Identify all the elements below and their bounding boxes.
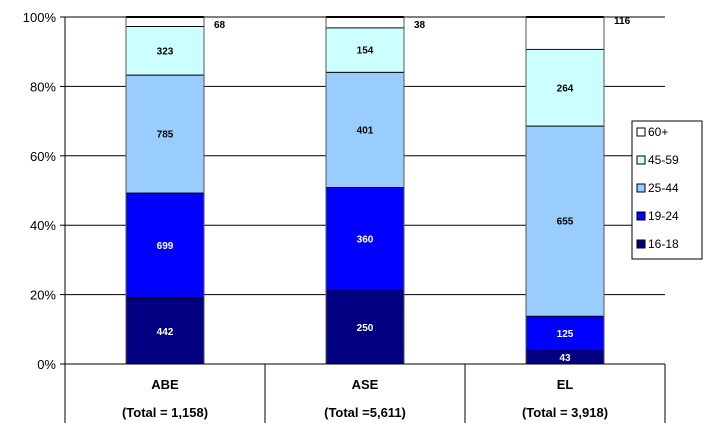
y-axis-ticks: 0% 20% 40% 60% 80% 100% — [23, 10, 65, 372]
bar-segment — [126, 17, 204, 27]
data-label: 401 — [357, 125, 374, 136]
legend-label: 19-24 — [648, 209, 679, 223]
y-tick-label: 60% — [30, 149, 56, 164]
data-label: 785 — [157, 130, 174, 141]
data-label: 38 — [414, 20, 426, 31]
y-tick-label: 0% — [37, 357, 56, 372]
bar-segment — [126, 26, 204, 75]
category-label: ASE — [352, 377, 379, 392]
bar-segment — [526, 17, 604, 49]
bar-segment — [126, 192, 204, 298]
data-label: 442 — [157, 327, 174, 338]
legend-swatch — [636, 127, 646, 137]
category-total-label: (Total =5,611) — [324, 405, 406, 420]
bar-segment — [526, 315, 604, 351]
y-tick-label: 100% — [23, 10, 57, 25]
bar-segment — [326, 187, 404, 291]
data-label: 323 — [157, 46, 174, 57]
bar-segment — [526, 48, 604, 126]
data-label: 125 — [557, 329, 574, 340]
data-label: 360 — [357, 235, 374, 246]
category-total-label: (Total = 1,158) — [122, 405, 208, 420]
y-tick-label: 80% — [30, 79, 56, 94]
bar-segment — [526, 350, 604, 364]
data-label: 250 — [357, 323, 374, 334]
legend-label: 60+ — [648, 125, 668, 139]
bar-segment — [326, 27, 404, 72]
y-tick-label: 20% — [30, 288, 56, 303]
legend-swatch — [636, 155, 646, 165]
data-label: 116 — [614, 16, 631, 27]
bar-segment — [326, 71, 404, 188]
legend-swatch — [636, 183, 646, 193]
category-label: EL — [557, 377, 574, 392]
legend-swatch — [636, 239, 646, 249]
bar-segment — [326, 290, 404, 364]
data-label: 264 — [557, 83, 574, 94]
legend-label: 25-44 — [648, 181, 679, 195]
legend: 60+ 45-59 25-44 19-24 16-18 — [631, 120, 703, 260]
bar-segment — [526, 125, 604, 316]
bar-segment — [326, 17, 404, 28]
y-tick-label: 40% — [30, 218, 56, 233]
data-label: 655 — [557, 217, 574, 228]
data-label: 154 — [357, 46, 374, 57]
bar-segment — [126, 297, 204, 364]
legend-label: 16-18 — [648, 237, 679, 251]
bar-segment — [126, 74, 204, 193]
category-label: ABE — [151, 377, 179, 392]
data-label: 699 — [157, 241, 174, 252]
legend-label: 45-59 — [648, 153, 679, 167]
data-label: 68 — [214, 20, 226, 31]
bars: 442 699 785 323 68 250 360 401 154 38 43 125 655 264 1… — [125, 16, 631, 364]
category-labels: ABE (Total = 1,158) ASE (Total =5,611) EL (To… — [122, 377, 608, 420]
axes — [64, 17, 666, 423]
category-total-label: (Total = 3,918) — [522, 405, 608, 420]
legend-swatch — [636, 211, 646, 221]
data-label: 43 — [559, 353, 571, 364]
